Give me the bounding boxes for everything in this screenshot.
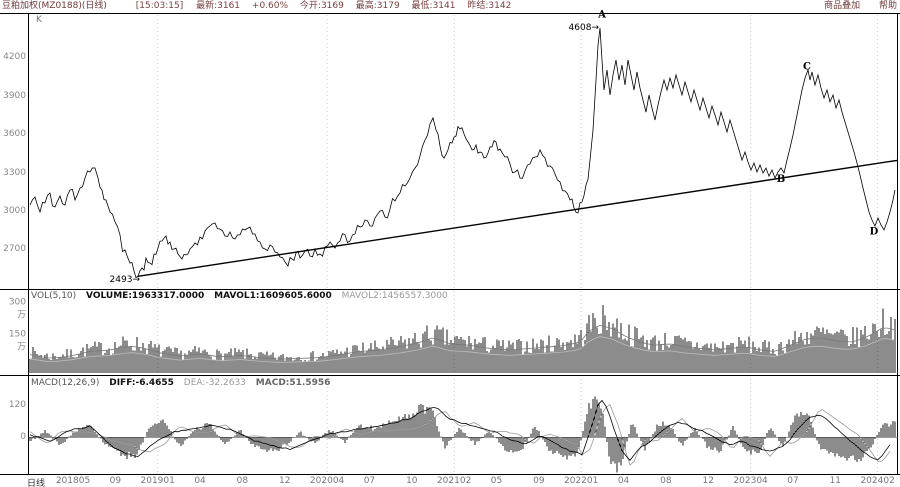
date-tick-label: 202402 — [860, 476, 895, 486]
macd-tick-label: 120 — [8, 400, 26, 410]
date-tick-label: 201805 — [55, 476, 91, 486]
date-tick-label: 04 — [617, 476, 630, 486]
macd-diff-value: DIFF:-6.4655 — [109, 378, 174, 388]
quote-latest: 最新:3161 — [196, 1, 241, 11]
annotation-C: C — [803, 62, 811, 73]
date-tick-label: 11 — [829, 476, 842, 486]
vol-mavol2-value: MAVOL2:1456557.3000 — [341, 291, 448, 301]
price-line — [29, 27, 896, 279]
date-tick-label: 10 — [406, 476, 418, 486]
help-button[interactable]: 帮助 — [878, 1, 897, 11]
price-tick-label: 2700 — [3, 244, 26, 255]
top-quote-bar: 豆粕加权(MZ0188)(日线) [15:03:15] 最新:3161 +0.6… — [0, 0, 900, 13]
mavol2-line — [29, 336, 895, 363]
instrument-title: 豆粕加权(MZ0188)(日线) — [2, 1, 107, 11]
volume-bars — [28, 305, 896, 373]
macd-dea-value: DEA:-32.2633 — [183, 378, 246, 388]
topbar-menu: 商品叠加 帮助 — [808, 0, 897, 13]
date-tick-label: 09 — [533, 476, 545, 486]
quote-high: 最高:3179 — [355, 1, 400, 11]
annotation-A: A — [597, 10, 606, 21]
date-tick-label: 12 — [702, 476, 714, 486]
vol-mavol1-value: MAVOL1:1609605.6000 — [214, 291, 332, 301]
date-tick-label: 05 — [490, 476, 503, 486]
date-tick-label: 09 — [109, 476, 122, 486]
price-tick-label: 3000 — [3, 206, 26, 216]
annotation-2493: 2493→ — [110, 275, 141, 285]
macd-histogram — [28, 396, 896, 473]
date-tick-label: 202102 — [436, 476, 472, 486]
macd-macd-value: MACD:51.5956 — [255, 378, 331, 388]
quote-time: [15:03:15] — [135, 1, 184, 11]
annotation-4608: 4608→ — [569, 23, 600, 33]
annotation-B: B — [777, 174, 785, 185]
quote-prev-settle: 昨结:3142 — [467, 1, 512, 11]
price-tick-label: 4200 — [3, 52, 26, 63]
price-tick-label: 3300 — [3, 167, 26, 178]
annotation-D: D — [870, 227, 879, 238]
overlay-commodity-button[interactable]: 商品叠加 — [824, 1, 861, 11]
date-tick-label: 201901 — [140, 476, 175, 486]
vol-params: VOL(5,10) — [31, 291, 77, 301]
date-tick-label: 202201 — [564, 476, 599, 486]
date-tick-label: 202004 — [309, 476, 345, 486]
quote-open: 今开:3169 — [299, 1, 344, 11]
macd-tick-label: 0 — [20, 432, 26, 442]
date-tick-label: 12 — [279, 476, 291, 486]
macd-params: MACD(12,26,9) — [31, 378, 100, 388]
volume-indicator-header: VOL(5,10) VOLUME:1963317.0000 MAVOL1:160… — [31, 291, 448, 302]
k-corner-label: K — [36, 15, 42, 25]
volume-tick-label: 300万 — [8, 297, 26, 321]
diff-line — [29, 399, 891, 462]
mavol1-line — [29, 324, 895, 360]
date-tick-label: 04 — [194, 476, 206, 486]
date-tick-label: 08 — [660, 476, 672, 486]
date-tick-label: 202304 — [733, 476, 768, 486]
quote-change-pct: +0.60% — [251, 1, 289, 11]
quote-low: 最低:3141 — [411, 1, 456, 11]
vol-volume-value: VOLUME:1963317.0000 — [86, 291, 205, 301]
date-tick-label: 07 — [787, 476, 799, 486]
volume-tick-label: 150万 — [8, 329, 26, 353]
date-tick-label: 08 — [236, 476, 249, 486]
date-tick-label: 07 — [363, 476, 376, 486]
macd-indicator-header: MACD(12,26,9) DIFF:-6.4655 DEA:-32.2633 … — [31, 378, 330, 389]
period-label: 日线 — [27, 479, 46, 487]
trendline[interactable] — [137, 159, 898, 277]
dea-line — [29, 404, 891, 466]
price-tick-label: 3900 — [3, 90, 26, 101]
price-tick-label: 3600 — [3, 129, 26, 140]
